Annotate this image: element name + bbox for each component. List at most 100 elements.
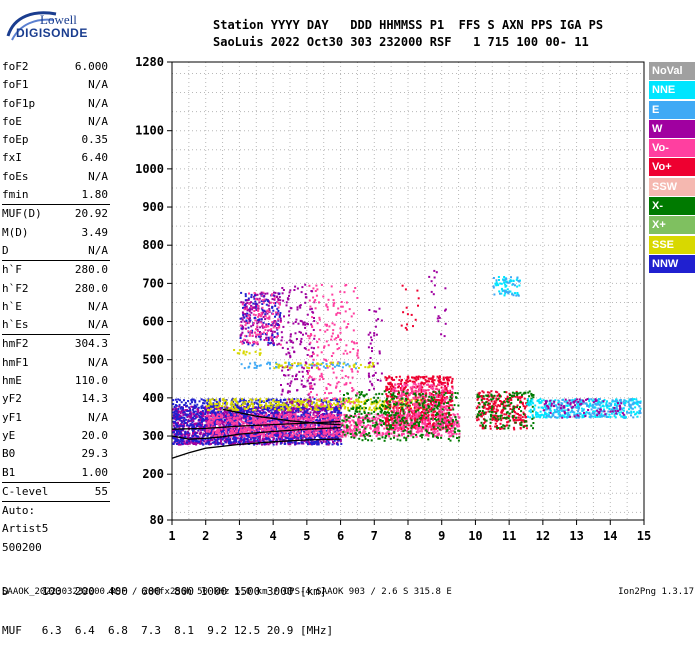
- echo-point: [324, 430, 326, 432]
- echo-point: [233, 417, 235, 419]
- echo-point: [208, 417, 210, 419]
- echo-point: [286, 437, 288, 439]
- echo-point: [317, 429, 319, 431]
- echo-point: [251, 399, 253, 401]
- echo-point: [175, 409, 177, 411]
- echo-point: [310, 418, 312, 420]
- echo-point: [296, 406, 298, 408]
- echo-point: [204, 413, 206, 415]
- echo-point: [338, 416, 340, 418]
- echo-point: [219, 403, 221, 405]
- echo-point: [305, 431, 307, 433]
- echo-point: [270, 399, 272, 401]
- echo-point: [179, 404, 181, 406]
- echo-point: [187, 400, 189, 402]
- echo-point: [293, 401, 295, 403]
- echo-point: [332, 434, 334, 436]
- echo-point: [282, 408, 284, 410]
- echo-point: [282, 428, 284, 430]
- echo-point: [254, 438, 256, 440]
- echo-point: [293, 432, 295, 434]
- echo-point: [193, 415, 195, 417]
- echo-point: [186, 410, 188, 412]
- echo-point: [287, 407, 289, 409]
- echo-point: [236, 430, 238, 432]
- echo-point: [225, 422, 227, 424]
- echo-point: [369, 427, 371, 429]
- echo-point: [382, 416, 384, 418]
- echo-point: [211, 435, 213, 437]
- echo-point: [200, 413, 202, 415]
- echo-point: [308, 437, 310, 439]
- echo-point: [176, 413, 178, 415]
- echo-point: [244, 428, 246, 430]
- echo-point: [173, 408, 175, 410]
- echo-point: [282, 404, 284, 406]
- echo-point: [198, 429, 200, 431]
- echo-point: [218, 401, 220, 403]
- echo-point: [271, 412, 273, 414]
- echo-point: [272, 400, 274, 402]
- echo-point: [275, 414, 277, 416]
- echo-point: [243, 426, 245, 428]
- echo-point: [250, 439, 252, 441]
- echo-point: [340, 443, 342, 445]
- echo-point: [180, 412, 182, 414]
- echo-point: [212, 414, 214, 416]
- echo-point: [305, 414, 307, 416]
- echo-point: [399, 376, 401, 378]
- echo-point: [279, 433, 281, 435]
- echo-point: [423, 415, 425, 417]
- echo-point: [430, 428, 432, 430]
- echo-point: [252, 422, 254, 424]
- x-tick-label: 4: [270, 529, 277, 543]
- echo-point: [219, 398, 221, 400]
- echo-point: [375, 429, 377, 431]
- echo-point: [290, 409, 292, 411]
- echo-point: [225, 441, 227, 443]
- echo-point: [337, 432, 339, 434]
- echo-point: [289, 406, 291, 408]
- echo-point: [187, 434, 189, 436]
- echo-point: [449, 376, 451, 378]
- echo-point: [214, 443, 216, 445]
- echo-point: [348, 400, 350, 402]
- echo-point: [202, 414, 204, 416]
- echo-point: [332, 417, 334, 419]
- echo-point: [393, 435, 395, 437]
- echo-point: [271, 406, 273, 408]
- echo-point: [259, 401, 261, 403]
- echo-point: [203, 399, 205, 401]
- echo-point: [337, 412, 339, 414]
- echo-point: [251, 435, 253, 437]
- echo-point: [283, 416, 285, 418]
- echo-point: [458, 425, 460, 427]
- echo-point: [207, 409, 209, 411]
- echo-point: [174, 427, 176, 429]
- echo-point: [285, 414, 287, 416]
- echo-point: [274, 408, 276, 410]
- echo-point: [214, 424, 216, 426]
- echo-point: [425, 376, 427, 378]
- echo-point: [227, 417, 229, 419]
- echo-point: [189, 417, 191, 419]
- y-tick-label: 1100: [135, 124, 164, 138]
- echo-point: [255, 407, 257, 409]
- echo-point: [344, 407, 346, 409]
- echo-point: [175, 399, 177, 401]
- echo-point: [173, 443, 175, 445]
- echo-point: [191, 401, 193, 403]
- echo-point: [315, 441, 317, 443]
- echo-point: [291, 404, 293, 406]
- echo-point: [255, 430, 257, 432]
- echo-point: [257, 410, 259, 412]
- echo-point: [252, 406, 254, 408]
- echo-point: [195, 411, 197, 413]
- echo-point: [277, 434, 279, 436]
- echo-point: [263, 400, 265, 402]
- echo-point: [416, 436, 418, 438]
- echo-point: [342, 435, 344, 437]
- echo-point: [368, 409, 370, 411]
- echo-point: [205, 411, 207, 413]
- echo-point: [176, 418, 178, 420]
